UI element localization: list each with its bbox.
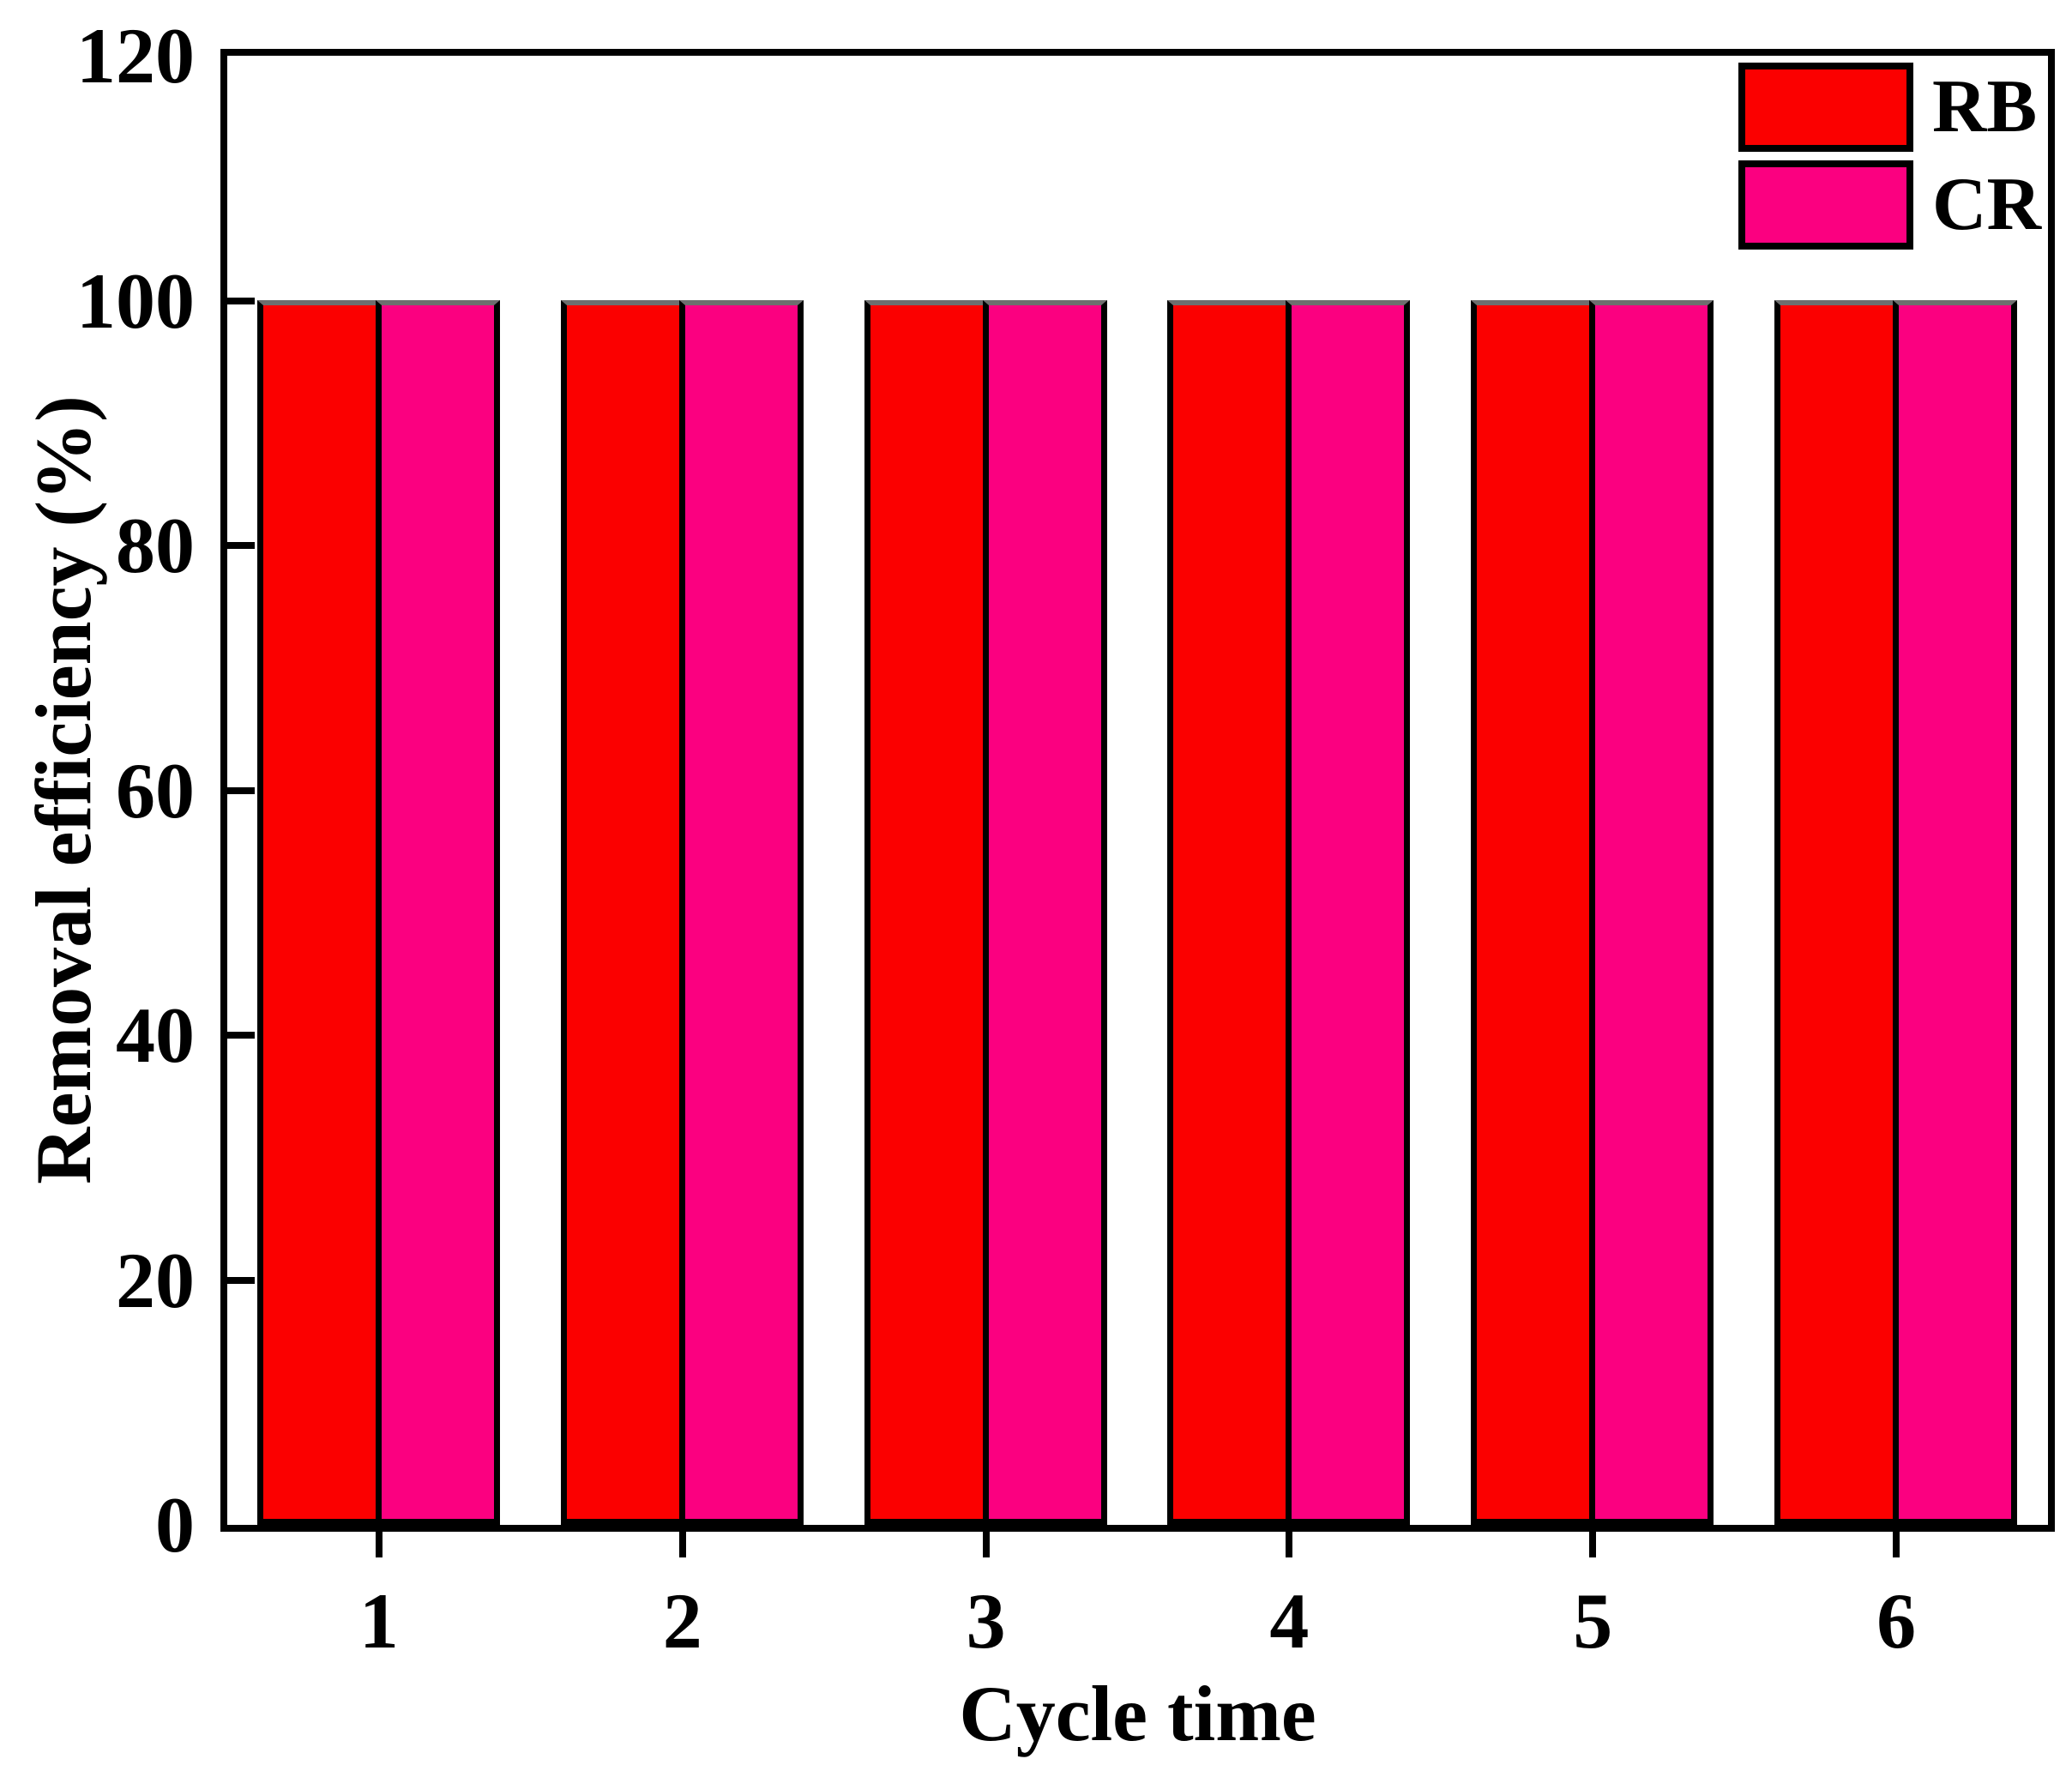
legend-label: RB: [1932, 65, 2038, 148]
y-tick: [227, 786, 255, 794]
bar-rb: [864, 300, 989, 1525]
legend-item: RB: [1738, 63, 2041, 152]
y-tick-label: 60: [116, 746, 195, 834]
x-tick: [1286, 1532, 1293, 1557]
y-tick-label: 80: [116, 502, 195, 589]
y-tick-label: 100: [76, 256, 195, 345]
y-tick-label: 40: [116, 991, 195, 1079]
y-tick: [227, 1276, 255, 1284]
bar-rb: [256, 300, 382, 1525]
y-tick: [227, 542, 255, 549]
bar-rb: [1167, 300, 1292, 1525]
legend-swatch-rb: [1738, 63, 1913, 152]
x-tick: [982, 1532, 990, 1557]
x-tick: [375, 1532, 382, 1557]
x-tick: [1589, 1532, 1597, 1557]
legend-item: CR: [1738, 160, 2041, 250]
y-tick: [227, 1032, 255, 1039]
bar-cr: [1893, 300, 2018, 1525]
bar-cr: [982, 300, 1107, 1525]
plot-area: RB CR: [220, 49, 2055, 1532]
bar-cr: [678, 300, 804, 1525]
legend: RB CR: [1738, 63, 2041, 258]
legend-swatch-cr: [1738, 160, 1913, 250]
x-tick-label: 4: [1269, 1577, 1310, 1665]
bar-cr: [375, 300, 500, 1525]
x-tick-label: 5: [1573, 1577, 1613, 1665]
bar-rb: [1774, 300, 1900, 1525]
x-tick: [678, 1532, 686, 1557]
x-tick: [1893, 1532, 1900, 1557]
x-tick-label: 6: [1876, 1577, 1917, 1665]
x-tick-label: 2: [662, 1577, 702, 1665]
bar-rb: [1471, 300, 1596, 1525]
bar-cr: [1589, 300, 1714, 1525]
y-tick-label: 0: [155, 1481, 195, 1569]
bar-rb: [560, 300, 685, 1525]
x-axis-title: Cycle time: [959, 1670, 1316, 1757]
y-tick-label: 20: [116, 1236, 195, 1324]
x-tick-label: 1: [358, 1577, 399, 1665]
legend-label: CR: [1932, 163, 2042, 246]
y-tick: [227, 297, 255, 304]
x-tick-label: 3: [966, 1577, 1006, 1665]
y-tick-label: 120: [76, 12, 195, 99]
bar-cr: [1286, 300, 1411, 1525]
